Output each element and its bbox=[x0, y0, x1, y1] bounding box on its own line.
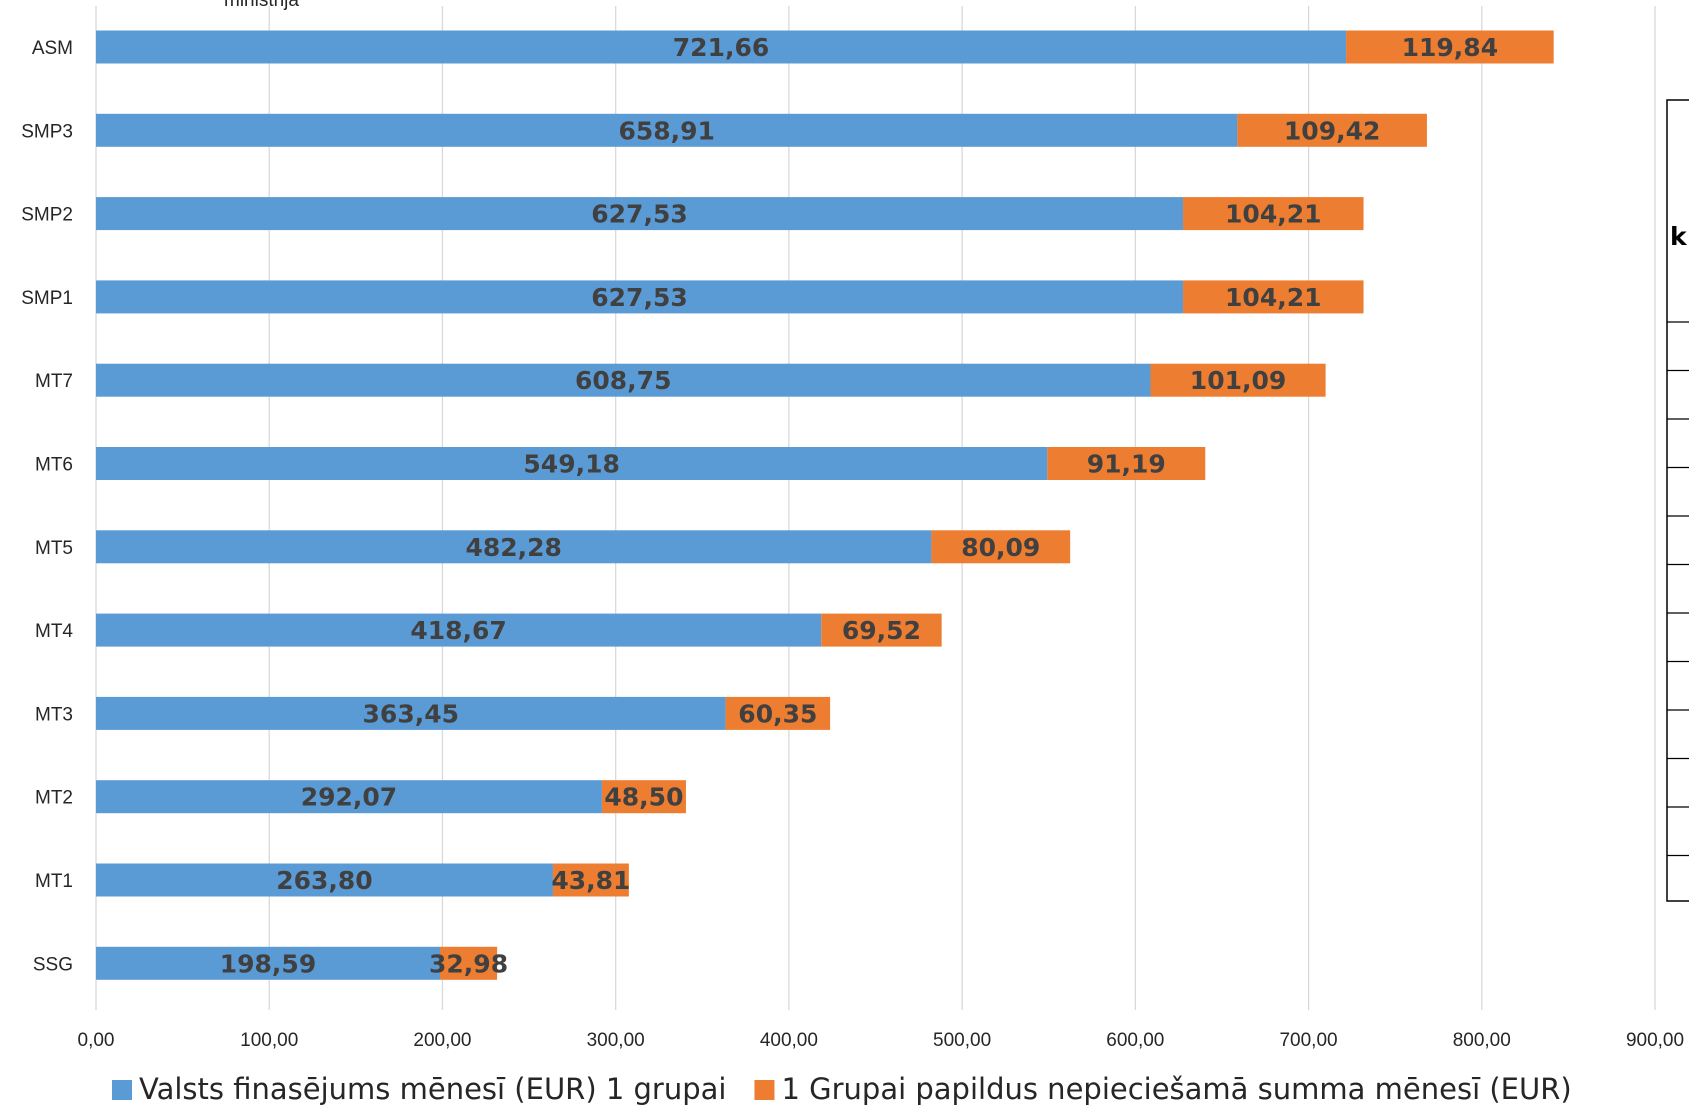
category-label: MT3 bbox=[35, 704, 73, 725]
data-label: 482,28 bbox=[465, 533, 561, 562]
x-axis-tick-labels: 0,00 100,00 200,00 300,00 400,00 500,00 600,00… bbox=[78, 1030, 1685, 1051]
data-label: 104,21 bbox=[1225, 283, 1321, 312]
category-label: SSG bbox=[33, 954, 73, 975]
bar-segment-additional-sum bbox=[552, 863, 629, 897]
data-label: 69,52 bbox=[842, 616, 921, 645]
category-label: MT7 bbox=[35, 371, 73, 392]
data-label: 60,35 bbox=[738, 699, 817, 728]
x-tick-label: 400,00 bbox=[760, 1030, 818, 1051]
data-label: 721,66 bbox=[673, 33, 769, 62]
bar-segment-additional-sum bbox=[1183, 197, 1364, 231]
data-label: 80,09 bbox=[961, 533, 1040, 562]
data-label: 198,59 bbox=[220, 949, 316, 978]
side-table-rows bbox=[1667, 321, 1689, 857]
category-labels: ASM SMP3 SMP2 SMP1 MT7 MT6 MT5 MT4 MT3 MT2 MT1 SSG bbox=[21, 38, 73, 975]
bar-segment-state-funding bbox=[96, 113, 1238, 147]
bar-segment-state-funding bbox=[96, 447, 1048, 480]
bar-segment-state-funding bbox=[96, 363, 1151, 397]
data-label: 104,21 bbox=[1225, 200, 1321, 229]
data-label: 101,09 bbox=[1190, 366, 1286, 395]
data-label: 91,19 bbox=[1087, 450, 1166, 479]
legend-label: 1 Grupai papildus nepieciešamā summa mēn… bbox=[781, 1072, 1571, 1106]
side-table-border bbox=[1666, 99, 1689, 902]
bar-segment-additional-sum bbox=[1346, 30, 1554, 64]
data-label: 627,53 bbox=[591, 200, 687, 229]
x-tick-label: 500,00 bbox=[933, 1030, 991, 1051]
x-tick-label: 100,00 bbox=[240, 1030, 298, 1051]
bar-segment-state-funding bbox=[96, 696, 726, 730]
bar-segment-additional-sum bbox=[821, 613, 942, 647]
grid-lines bbox=[95, 6, 1656, 1010]
category-label: MT2 bbox=[35, 788, 73, 809]
category-label: ASM bbox=[32, 38, 73, 59]
category-label: SMP3 bbox=[21, 121, 73, 142]
bar-segment-additional-sum bbox=[601, 780, 686, 814]
data-label: 43,81 bbox=[551, 866, 630, 895]
category-label: MT6 bbox=[35, 455, 73, 476]
x-tick-label: 700,00 bbox=[1279, 1030, 1337, 1051]
data-label: 119,84 bbox=[1402, 33, 1498, 62]
legend-swatch bbox=[112, 1080, 132, 1100]
legend: Valsts finasējums mēnesī (EUR) 1 grupai 1… bbox=[112, 1072, 1572, 1106]
bar-segment-additional-sum bbox=[1237, 113, 1427, 147]
x-tick-label: 200,00 bbox=[413, 1030, 471, 1051]
bars: 721,66 119,84 658,91 109,42 627,53 104,21 627,… bbox=[96, 30, 1554, 980]
x-tick-label: 0,00 bbox=[78, 1030, 115, 1051]
bar-segment-additional-sum bbox=[1047, 447, 1206, 480]
category-label: SMP1 bbox=[21, 288, 73, 309]
bar-segment-additional-sum bbox=[1183, 280, 1364, 314]
data-label: 263,80 bbox=[276, 866, 372, 895]
category-label: MT5 bbox=[35, 538, 73, 559]
data-label: 48,50 bbox=[604, 783, 683, 812]
bar-segment-additional-sum bbox=[725, 696, 831, 730]
data-label: 549,18 bbox=[523, 450, 619, 479]
side-table-header-fragment: k bbox=[1670, 222, 1688, 251]
legend-swatch bbox=[754, 1080, 775, 1100]
bar-segment-state-funding bbox=[96, 780, 602, 814]
x-tick-label: 800,00 bbox=[1453, 1030, 1511, 1051]
bar-segment-additional-sum bbox=[1150, 363, 1326, 397]
bar-segment-state-funding bbox=[96, 280, 1184, 314]
bar-segment-state-funding bbox=[96, 946, 441, 980]
bar-segment-state-funding bbox=[96, 613, 822, 647]
data-label: 363,45 bbox=[363, 699, 459, 728]
data-label: 418,67 bbox=[410, 616, 506, 645]
data-label: 292,07 bbox=[301, 783, 397, 812]
data-label: 627,53 bbox=[591, 283, 687, 312]
bar-segment-state-funding bbox=[96, 863, 553, 897]
x-tick-label: 300,00 bbox=[587, 1030, 645, 1051]
data-label: 658,91 bbox=[618, 116, 714, 145]
data-label: 32,98 bbox=[429, 949, 508, 978]
category-label: MT4 bbox=[35, 621, 73, 642]
data-label: 608,75 bbox=[575, 366, 671, 395]
x-tick-label: 900,00 bbox=[1626, 1030, 1684, 1051]
bar-segment-additional-sum bbox=[440, 946, 498, 980]
bar-segment-additional-sum bbox=[931, 530, 1071, 564]
category-label: MT1 bbox=[35, 871, 73, 892]
side-table-fragment: k bbox=[1666, 99, 1689, 902]
legend-label: Valsts finasējums mēnesī (EUR) 1 grupai bbox=[139, 1072, 726, 1106]
bar-segment-state-funding bbox=[96, 530, 932, 564]
category-label: SMP2 bbox=[21, 205, 73, 226]
bar-segment-state-funding bbox=[96, 30, 1347, 64]
x-tick-label: 600,00 bbox=[1106, 1030, 1164, 1051]
chart-subtitle-fragment: ministrija bbox=[224, 0, 299, 11]
data-label: 109,42 bbox=[1284, 116, 1380, 145]
bar-segment-state-funding bbox=[96, 197, 1184, 231]
